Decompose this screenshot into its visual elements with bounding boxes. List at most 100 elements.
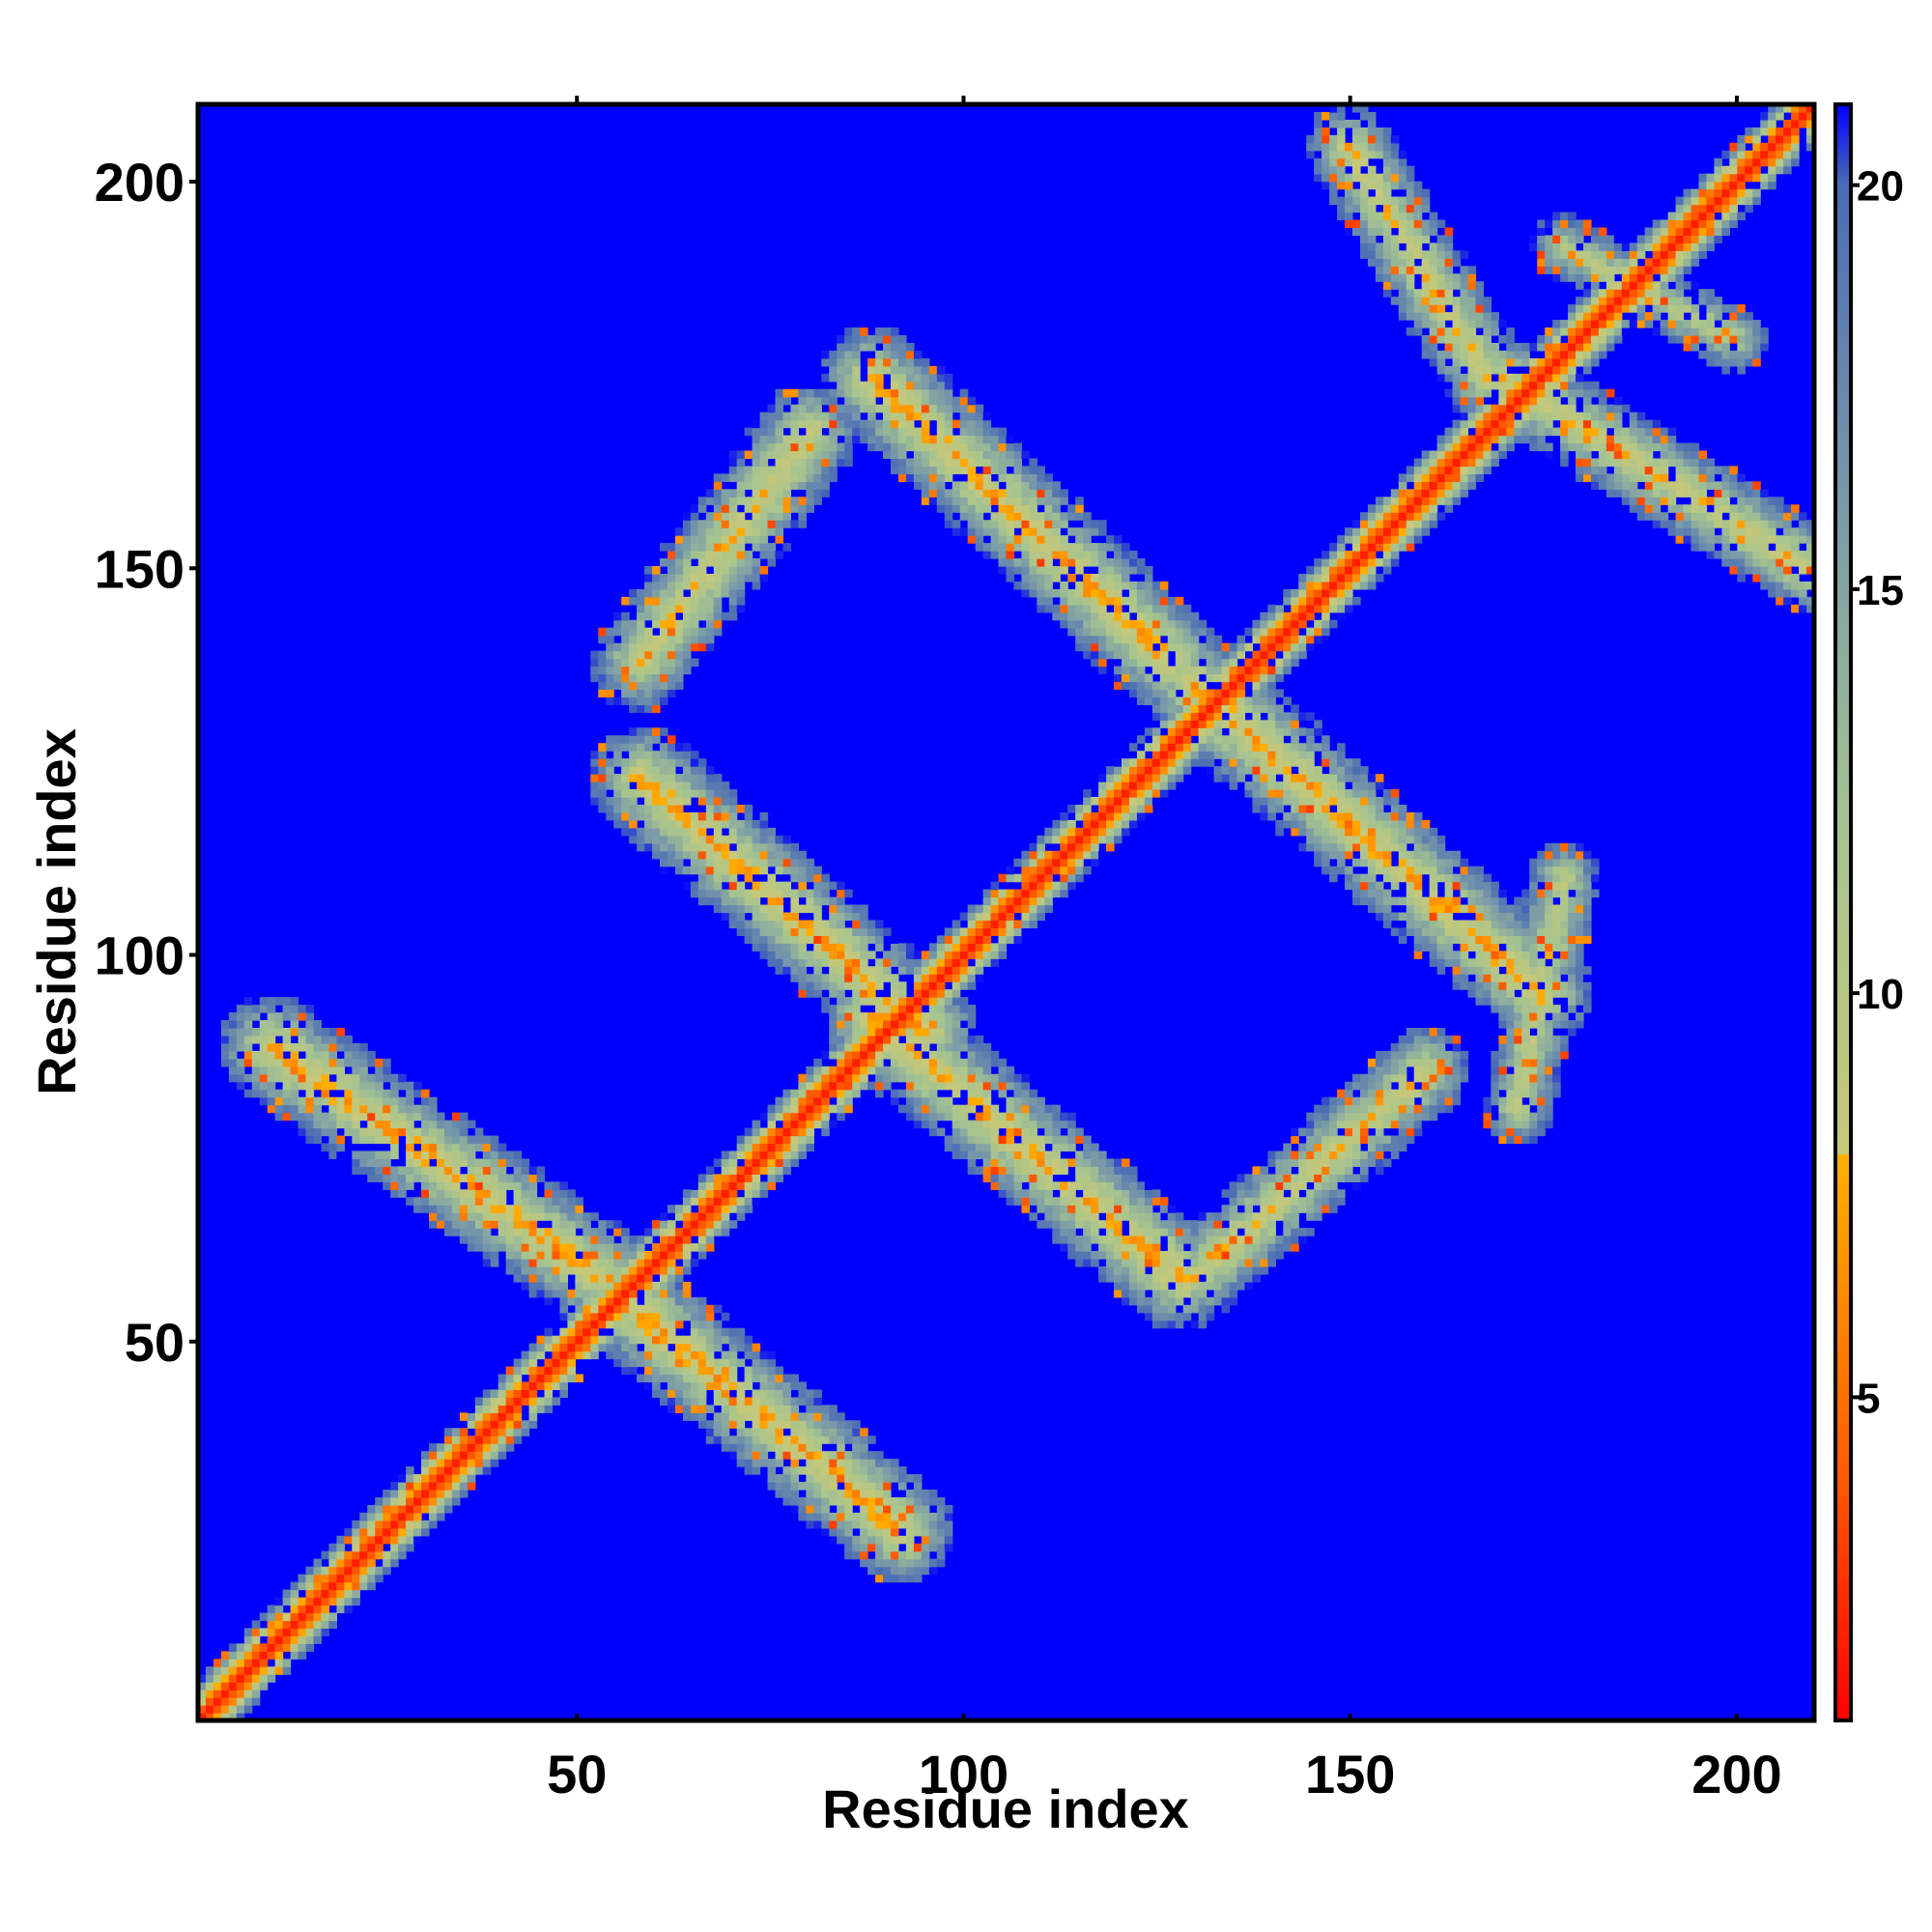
heatmap-cell — [798, 1466, 807, 1475]
heatmap-cell — [1013, 504, 1023, 513]
heatmap-cell — [1060, 1189, 1068, 1198]
heatmap-cell — [736, 1205, 746, 1213]
heatmap-cell — [1151, 1289, 1161, 1298]
heatmap-cell — [875, 920, 884, 929]
heatmap-cell — [236, 1065, 245, 1075]
heatmap-cell — [383, 1558, 391, 1568]
heatmap-cell — [1060, 535, 1068, 544]
heatmap-cell — [944, 1005, 953, 1013]
heatmap-cell — [883, 1558, 892, 1568]
heatmap-cell — [837, 1065, 845, 1075]
heatmap-cell — [613, 1343, 622, 1352]
heatmap-cell — [782, 1451, 792, 1460]
heatmap-cell — [1013, 889, 1023, 898]
heatmap-cell — [721, 535, 730, 544]
heatmap-cell — [436, 1158, 445, 1167]
heatmap-cell — [728, 1335, 738, 1345]
heatmap-cell — [644, 604, 653, 613]
heatmap-cell — [1136, 766, 1146, 775]
heatmap-cell — [421, 1104, 430, 1114]
heatmap-cell — [821, 1120, 830, 1129]
heatmap-cell — [813, 1389, 822, 1398]
heatmap-cell — [690, 827, 699, 837]
heatmap-cell — [536, 1166, 546, 1175]
heatmap-cell — [767, 450, 777, 460]
heatmap-cell — [744, 1166, 753, 1175]
heatmap-cell — [982, 520, 992, 528]
heatmap-cell — [782, 481, 792, 490]
heatmap-cell — [967, 1158, 977, 1167]
heatmap-cell — [1151, 658, 1161, 668]
heatmap-cell — [982, 1104, 992, 1114]
heatmap-cell — [790, 866, 799, 875]
heatmap-cell — [590, 658, 599, 668]
heatmap-cell — [936, 951, 946, 959]
heatmap-cell — [928, 974, 938, 982]
heatmap-cell — [1044, 543, 1053, 552]
heatmap-cell — [921, 1104, 930, 1114]
heatmap-cell — [336, 1543, 345, 1552]
heatmap-cell — [1175, 1259, 1184, 1267]
heatmap-cell — [1013, 450, 1023, 460]
heatmap-cell — [660, 689, 668, 698]
heatmap-cell — [1037, 573, 1045, 582]
heatmap-cell — [982, 889, 992, 898]
heatmap-cell — [682, 1343, 692, 1352]
heatmap-cell — [575, 1281, 583, 1291]
heatmap-cell — [251, 1651, 261, 1660]
heatmap-cell — [728, 858, 738, 867]
heatmap-cell — [905, 1028, 915, 1037]
heatmap-cell — [936, 1135, 946, 1145]
heatmap-cell — [944, 927, 953, 936]
heatmap-cell — [1151, 743, 1161, 752]
heatmap-cell — [413, 1112, 422, 1122]
heatmap-cell — [243, 1042, 253, 1052]
heatmap-cell — [375, 1512, 384, 1521]
heatmap-cell — [806, 396, 814, 406]
heatmap-cell — [629, 681, 638, 691]
heatmap-cell — [459, 1112, 469, 1122]
heatmap-cell — [990, 1143, 1000, 1152]
heatmap-cell — [883, 1496, 892, 1506]
heatmap-cell — [1075, 1174, 1084, 1182]
heatmap-cell — [613, 696, 622, 705]
heatmap-cell — [967, 1104, 977, 1114]
heatmap-cell — [298, 1574, 307, 1583]
heatmap-cell — [613, 1304, 622, 1314]
heatmap-cell — [775, 520, 784, 528]
heatmap-cell — [1114, 789, 1122, 798]
heatmap-cell — [705, 1358, 715, 1368]
heatmap-cell — [806, 958, 814, 967]
heatmap-cell — [1114, 551, 1122, 559]
heatmap-cell — [936, 1535, 946, 1545]
heatmap-cell — [806, 481, 814, 490]
heatmap-cell — [697, 1350, 707, 1360]
heatmap-cell — [752, 850, 761, 860]
heatmap-cell — [1075, 1151, 1084, 1160]
heatmap-cell — [660, 543, 668, 552]
heatmap-cell — [837, 958, 845, 967]
heatmap-cell — [1159, 604, 1169, 613]
heatmap-cell — [752, 489, 761, 497]
heatmap-cell — [806, 904, 814, 914]
heatmap-cell — [905, 1535, 915, 1545]
heatmap-cell — [198, 1713, 207, 1720]
heatmap-cell — [298, 1651, 307, 1660]
heatmap-cell — [690, 1350, 699, 1360]
heatmap-cell — [1091, 527, 1099, 536]
heatmap-cell — [1021, 504, 1030, 513]
heatmap-cell — [567, 1335, 576, 1345]
heatmap-cell — [806, 1443, 814, 1452]
heatmap-cell — [367, 1520, 376, 1529]
heatmap-cell — [982, 896, 992, 906]
heatmap-cell — [443, 1143, 453, 1152]
heatmap-cell — [1052, 866, 1061, 875]
heatmap-cell — [967, 1035, 977, 1044]
heatmap-cell — [736, 1389, 746, 1398]
heatmap-cell — [975, 1120, 984, 1129]
heatmap-cell — [728, 551, 738, 559]
heatmap-cell — [1075, 1243, 1084, 1252]
heatmap-cell — [228, 1697, 238, 1706]
heatmap-cell — [682, 1296, 692, 1306]
